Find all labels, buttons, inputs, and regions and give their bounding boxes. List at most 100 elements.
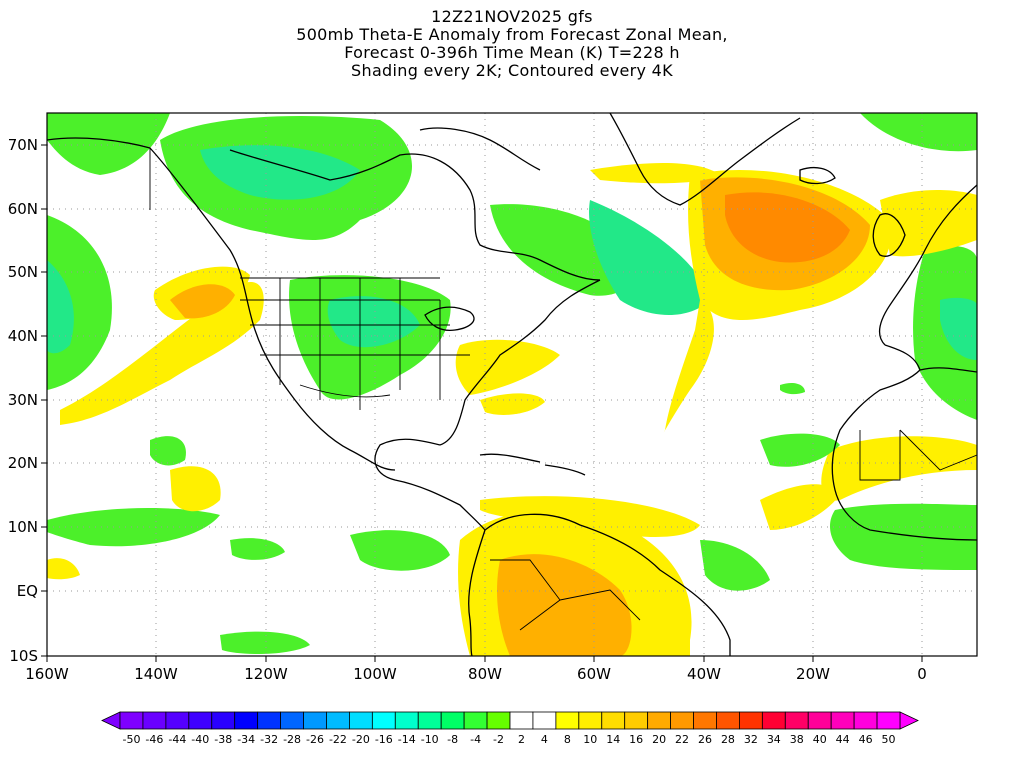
colorbar-swatch (807, 711, 832, 730)
lon-labels: 160W 140W 120W 100W 80W 60W 40W 20W 0 (25, 665, 927, 683)
colorbar-label: -2 (493, 733, 504, 746)
colorbar-label: 8 (564, 733, 571, 746)
shade-yellow-pacific-west (47, 558, 80, 580)
colorbar-swatch (257, 711, 281, 730)
title-line-4: Shading every 2K; Contoured every 4K (351, 61, 673, 80)
colorbar-label: -16 (375, 733, 393, 746)
colorbar-swatch (371, 711, 396, 730)
colorbar-swatch (165, 711, 190, 730)
colorbar-swatch (326, 711, 350, 730)
colorbar-swatch (761, 711, 786, 730)
colorbar-label: 2 (518, 733, 525, 746)
colorbar-swatch (463, 711, 488, 730)
lat-label: EQ (17, 582, 38, 600)
lon-label: 40W (687, 665, 721, 683)
lat-label: 10N (8, 518, 38, 536)
colorbar-swatch (693, 711, 717, 730)
colorbar-swatch (188, 711, 213, 730)
colorbar-label: -8 (447, 733, 458, 746)
colorbar-swatch (555, 711, 580, 730)
colorbar-label: 20 (652, 733, 666, 746)
plot-frame (46, 112, 978, 657)
colorbar-swatch (716, 711, 740, 730)
shade-green-atlantic-eq (700, 540, 770, 591)
colorbar-swatch (280, 711, 304, 730)
lat-label: 30N (8, 391, 38, 409)
colorbar-label: -28 (283, 733, 301, 746)
colorbar-label: 50 (882, 733, 896, 746)
shade-green-topleft (47, 113, 170, 175)
shade-green-pacific-sub (150, 436, 186, 466)
colorbar-swatch (830, 711, 855, 730)
ticks (41, 144, 923, 662)
colorbar-label: -14 (398, 733, 416, 746)
colorbar-label: -10 (421, 733, 439, 746)
colorbar-swatch (532, 711, 557, 730)
colorbar-label: -20 (352, 733, 370, 746)
colorbar-label: -32 (260, 733, 278, 746)
colorbar-swatch (349, 711, 373, 730)
colorbar-label: 28 (721, 733, 735, 746)
colorbar-swatch (739, 711, 763, 730)
colorbar-label: 14 (606, 733, 620, 746)
colorbar-label: -38 (214, 733, 232, 746)
shade-yellow-tongue (663, 300, 714, 433)
shade-green-atlantic-small (780, 382, 805, 395)
shade-cyan-europe (940, 297, 977, 360)
lon-label: 0 (917, 665, 927, 683)
colorbar-swatch (601, 711, 626, 730)
borders (149, 148, 977, 631)
colorbar-label: -46 (145, 733, 163, 746)
lon-label: 140W (134, 665, 178, 683)
shade-yellow-greenland (590, 163, 720, 184)
colorbar-swatch (142, 711, 167, 730)
gridlines (47, 113, 977, 656)
colorbar-label: 46 (859, 733, 873, 746)
colorbar-label: -44 (168, 733, 186, 746)
shade-yellow-pacific-sub (170, 466, 221, 512)
colorbar-label: 10 (583, 733, 597, 746)
colorbar-swatch (853, 711, 878, 730)
shade-green-pacific-eq2 (230, 538, 285, 560)
shade-orange-pacific (170, 284, 235, 319)
shade-orange-samerica (497, 554, 632, 656)
colorbar-label: -34 (237, 733, 255, 746)
colorbar-swatch (647, 711, 671, 730)
colorbar-swatch (211, 711, 236, 730)
colorbar-label: 16 (629, 733, 643, 746)
colorbar-swatch (303, 711, 327, 730)
colorbar-swatch (234, 711, 259, 730)
shade-cyan-canada (200, 145, 360, 200)
shade-green-pacific-south (220, 631, 310, 655)
colorbar-swatch (670, 711, 694, 730)
shade-yellow-gulfstream (455, 339, 560, 395)
shade-yellow-eatlantic (760, 484, 840, 530)
colorbar-label: 26 (698, 733, 712, 746)
colorbar-swatch (417, 711, 442, 730)
lat-label: 40N (8, 327, 38, 345)
colorbar-swatch (119, 711, 144, 730)
lat-label: 50N (8, 263, 38, 281)
lon-label: 80W (468, 665, 502, 683)
title-line-3: Forecast 0-396h Time Mean (K) T=228 h (344, 43, 680, 62)
coastlines (47, 113, 977, 656)
shade-green-pacific-tropics (47, 508, 220, 547)
shade-yellow-pacific (60, 281, 264, 425)
colorbar-swatch (578, 711, 603, 730)
colorbar-swatch (394, 711, 419, 730)
shade-yellow-gulfstream2 (480, 393, 545, 415)
shade-cyan-us (327, 296, 420, 348)
lon-label: 120W (244, 665, 288, 683)
colorbar-label: 40 (813, 733, 827, 746)
colorbar-swatch (876, 711, 901, 730)
colorbar-arrow-right (899, 711, 919, 730)
colorbar-label: -22 (329, 733, 347, 746)
shade-yellow-weurope (880, 190, 977, 257)
colorbar-label: -26 (306, 733, 324, 746)
shade-darkorange-natlantic (725, 192, 850, 263)
lat-labels: 70N 60N 50N 40N 30N 20N 10N EQ 10S (8, 136, 38, 665)
colorbar-swatch (784, 711, 809, 730)
colorbar-label: 44 (836, 733, 850, 746)
lat-label: 70N (8, 136, 38, 154)
